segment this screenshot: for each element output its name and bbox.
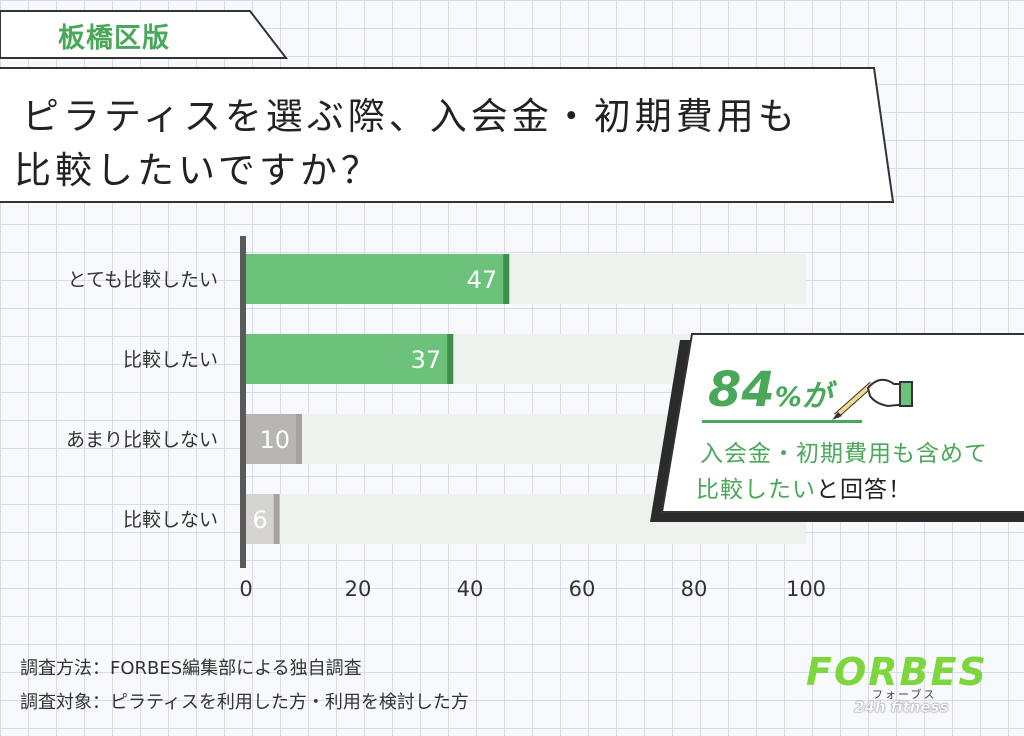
region-tag-label: 板橋区版	[58, 23, 170, 54]
callout-line-2-highlight: 比較したい	[696, 477, 816, 503]
callout-number: 84	[708, 362, 775, 418]
footnote-target: 調査対象：ピラティスを利用した方・利用を検討した方	[20, 692, 469, 713]
value-label: 6	[252, 506, 267, 534]
x-tick-label: 100	[786, 577, 826, 601]
value-label: 10	[259, 426, 290, 454]
category-label: あまり比較しない	[66, 429, 218, 451]
logo-kana: フォーブス	[872, 688, 937, 701]
category-label: 比較しない	[123, 509, 218, 531]
callout-shape	[650, 333, 1024, 522]
x-tick-label: 60	[569, 577, 596, 601]
callout-headline: 84%が	[708, 362, 832, 418]
x-tick-label: 40	[457, 577, 484, 601]
bar-edge	[296, 414, 302, 464]
chart-tick-labels: 0 20 40 60 80 100	[239, 577, 826, 601]
callout-underline	[702, 420, 862, 423]
bar-edge	[503, 254, 510, 304]
region-tag-shape	[0, 10, 289, 59]
highlight-callout: 84%が 入会金・初期費用も含めて 比較したいと回答！	[640, 332, 1024, 527]
callout-line-2-rest: と回答！	[816, 477, 912, 503]
category-label: とても比較したい	[68, 269, 218, 291]
logo-subtitle: 24h fitness	[854, 698, 949, 717]
page-title-line-2: 比較したいですか？	[14, 149, 382, 192]
callout-line-2: 比較したいと回答！	[696, 470, 912, 504]
chart-y-axis	[240, 236, 246, 568]
value-label: 47	[467, 266, 498, 294]
bar-3	[246, 414, 302, 464]
x-tick-label: 80	[681, 577, 708, 601]
x-tick-label: 0	[239, 577, 252, 601]
chart-value-labels: 47 37 10 6	[252, 266, 497, 534]
category-label: 比較したい	[123, 349, 218, 371]
chart-bars	[246, 254, 510, 544]
region-tag: 板橋区版	[0, 8, 300, 62]
pencil-hand-icon	[832, 378, 913, 420]
bar-2	[246, 334, 454, 384]
callout-percent: %	[774, 382, 802, 413]
brand-logo: FORBES フォーブス 24h fitness	[800, 650, 1000, 720]
page-title-line-1: ピラティスを選ぶ際、入会金・初期費用も	[22, 95, 799, 138]
title-box-shape	[0, 67, 895, 203]
bar-edge	[273, 494, 280, 544]
bar-edge	[447, 334, 454, 384]
footnote-method: 調査方法：FORBES編集部による独自調査	[20, 658, 362, 679]
callout-particle: が	[801, 379, 832, 414]
title-box: ピラティスを選ぶ際、入会金・初期費用も 比較したいですか？	[0, 66, 900, 206]
x-tick-label: 20	[345, 577, 372, 601]
value-label: 37	[411, 346, 442, 374]
logo-brand: FORBES	[806, 650, 988, 694]
bar-1	[246, 254, 510, 304]
callout-line-1: 入会金・初期費用も含めて	[700, 441, 988, 467]
